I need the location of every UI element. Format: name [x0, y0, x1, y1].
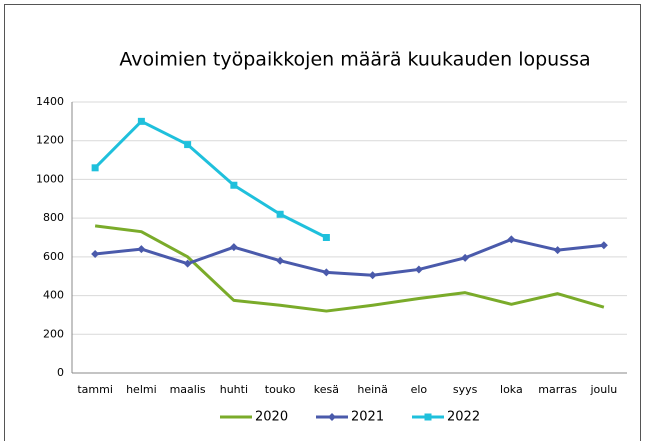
y-tick-label: 600: [43, 250, 64, 263]
x-tick-label: tammi: [77, 383, 113, 396]
y-tick-label: 1200: [36, 134, 64, 147]
point-marker: [599, 241, 608, 250]
series-line: [94, 119, 328, 239]
point-marker: [461, 253, 470, 262]
legend-marker: [424, 413, 432, 421]
x-tick-label: marras: [538, 383, 577, 396]
chart-title: Avoimien työpaikkojen määrä kuukauden lo…: [119, 49, 590, 71]
point-marker: [137, 245, 146, 254]
point-marker: [276, 210, 284, 218]
legend-label: 2022: [447, 410, 480, 425]
point-marker: [276, 256, 285, 265]
point-marker: [507, 235, 516, 244]
x-tick-label: maalis: [170, 383, 206, 396]
y-tick-label: 200: [43, 327, 64, 340]
series-line: [94, 224, 605, 313]
x-tick-label: helmi: [126, 383, 157, 396]
y-tick-label: 800: [43, 211, 64, 224]
x-tick-label: heinä: [357, 383, 388, 396]
y-tick-label: 1400: [36, 95, 64, 108]
point-marker: [183, 259, 192, 268]
y-tick-label: 400: [43, 289, 64, 302]
point-marker: [91, 249, 100, 258]
x-tick-label: syys: [453, 383, 478, 396]
x-tick-label: joulu: [589, 383, 617, 396]
x-tick-label: huhti: [220, 383, 248, 396]
y-tick-label: 0: [57, 366, 64, 379]
point-marker: [91, 164, 99, 172]
point-marker: [553, 246, 562, 255]
x-tick-label: touko: [265, 383, 296, 396]
chart-frame: [4, 4, 641, 441]
legend-marker: [328, 413, 336, 421]
point-marker: [322, 234, 330, 241]
point-marker: [137, 117, 145, 125]
x-tick-label: elo: [411, 383, 428, 396]
point-marker: [368, 271, 377, 280]
point-marker: [184, 141, 192, 149]
point-marker: [229, 243, 238, 252]
y-tick-label: 1000: [36, 172, 64, 185]
legend-label: 2021: [351, 410, 384, 425]
point-marker: [414, 265, 423, 274]
series-line: [94, 237, 605, 277]
point-marker: [322, 268, 331, 277]
x-tick-label: loka: [500, 383, 523, 396]
legend-label: 2020: [255, 410, 288, 425]
point-marker: [230, 181, 238, 189]
x-tick-label: kesä: [314, 383, 339, 396]
